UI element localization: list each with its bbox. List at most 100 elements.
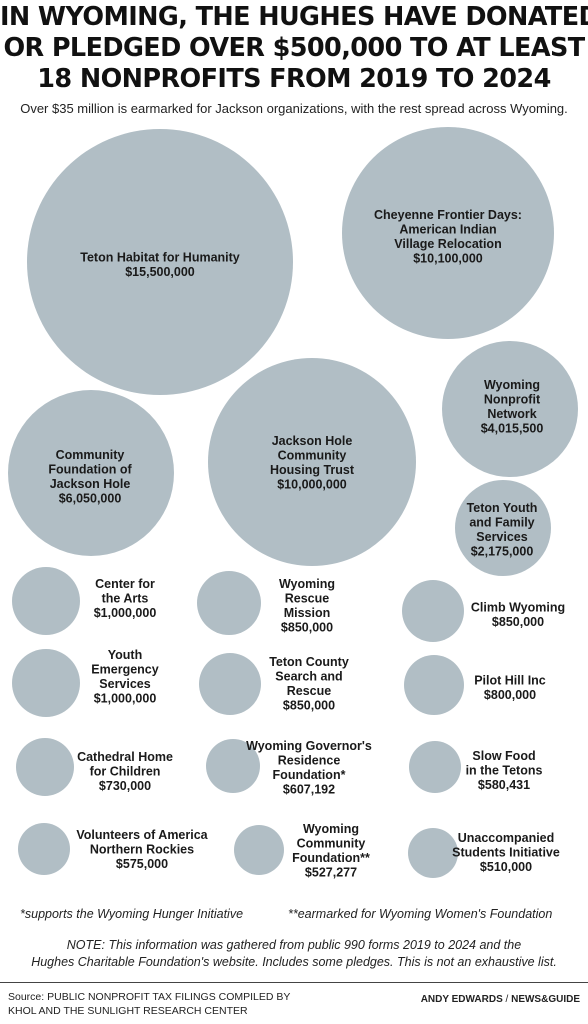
footnote-hunger: *supports the Wyoming Hunger Initiative <box>20 907 244 921</box>
bubble-name-label: Mission <box>284 606 331 620</box>
bubble-value-label: $10,100,000 <box>413 251 483 265</box>
title-line: OR PLEDGED OVER $500,000 TO AT LEAST <box>3 33 585 63</box>
bubble-value-label: $580,431 <box>478 778 530 792</box>
bubble-name-label: Foundation* <box>273 768 346 782</box>
bubble-value-label: $800,000 <box>484 688 536 702</box>
bubble-value-label: $850,000 <box>492 615 544 629</box>
bubble-name-label: Rescue <box>285 591 330 605</box>
bubble-name-label: Nonprofit <box>484 392 541 406</box>
bubble-name-label: in the Tetons <box>466 764 543 778</box>
bubble-value-label: $575,000 <box>116 857 168 871</box>
bubble-value-label: $4,015,500 <box>481 421 544 435</box>
bubble-name-label: Unaccompanied <box>458 831 555 845</box>
bubble-value-label: $15,500,000 <box>125 265 195 279</box>
bubble-value-label: $527,277 <box>305 865 357 879</box>
bubble-group: Teton Habitat for Humanity$15,500,000 <box>27 129 293 395</box>
note-line: NOTE: This information was gathered from… <box>66 938 522 952</box>
bubble <box>442 341 578 477</box>
bubble <box>197 571 261 635</box>
bubble-name-label: the Arts <box>102 592 149 606</box>
bubble-name-label: Teton Habitat for Humanity <box>80 250 240 264</box>
source-credit: Source: PUBLIC NONPROFIT TAX FILINGS COM… <box>8 990 290 1018</box>
bubble-group: Pilot Hill Inc$800,000 <box>404 655 546 715</box>
bubble-name-label: Wyoming <box>484 378 540 392</box>
bubble-name-label: Youth <box>108 648 142 662</box>
bubble-name-label: Network <box>487 407 536 421</box>
bubble <box>8 390 174 556</box>
bubble <box>208 358 416 566</box>
bubble-group: Cheyenne Frontier Days:American IndianVi… <box>342 127 554 339</box>
bubble-value-label: $1,000,000 <box>94 606 157 620</box>
bubble-name-label: American Indian <box>399 222 496 236</box>
footer-divider <box>0 982 588 983</box>
bubble-name-label: Students Initiative <box>452 846 560 860</box>
bubble <box>27 129 293 395</box>
bubble-value-label: $1,000,000 <box>94 691 157 705</box>
bubble-name-label: Foundation** <box>292 851 370 865</box>
bubble <box>234 825 284 875</box>
bubble <box>409 741 461 793</box>
bubble <box>16 738 74 796</box>
bubble-name-label: Wyoming Governor's <box>246 739 372 753</box>
bubble <box>12 649 80 717</box>
bubble-value-label: $2,175,000 <box>471 544 534 558</box>
bubble-name-label: Pilot Hill Inc <box>474 673 546 687</box>
bubble-name-label: Center for <box>95 577 155 591</box>
chart-title: IN WYOMING, THE HUGHES HAVE DONATED OR P… <box>0 2 588 95</box>
byline-separator: / <box>502 994 512 1005</box>
bubble <box>18 823 70 875</box>
source-line: Source: PUBLIC NONPROFIT TAX FILINGS COM… <box>8 991 291 1003</box>
bubble-name-label: Rescue <box>287 684 332 698</box>
bubble-value-label: $10,000,000 <box>277 477 347 491</box>
bubble <box>199 653 261 715</box>
bubble-group: Climb Wyoming$850,000 <box>402 580 565 642</box>
bubble-value-label: $607,192 <box>283 782 335 796</box>
byline-author: ANDY EDWARDS <box>420 994 503 1005</box>
bubble-group: Wyoming Governor'sResidenceFoundation*$6… <box>206 739 372 796</box>
bubble-name-label: Emergency <box>91 662 158 676</box>
byline-outlet: NEWS&GUIDE <box>511 994 580 1005</box>
bubble-name-label: Teton County <box>269 655 349 669</box>
bubble-name-label: Services <box>99 677 150 691</box>
bubble <box>206 739 260 793</box>
bubble-name-label: Climb Wyoming <box>471 600 565 614</box>
bubble-value-label: $730,000 <box>99 779 151 793</box>
bubble-name-label: Foundation of <box>48 462 132 476</box>
bubble-name-label: Slow Food <box>472 749 535 763</box>
bubble-value-label: $6,050,000 <box>59 491 122 505</box>
bubble <box>408 828 458 878</box>
bubble-name-label: Search and <box>275 669 342 683</box>
chart-subtitle: Over $35 million is earmarked for Jackso… <box>20 101 568 116</box>
bubble <box>455 480 551 576</box>
byline: ANDY EDWARDS / NEWS&GUIDE <box>421 994 580 1005</box>
bubble-name-label: Jackson Hole <box>50 477 131 491</box>
note-line: Hughes Charitable Foundation's website. … <box>31 955 557 969</box>
bubble-name-label: Housing Trust <box>270 463 355 477</box>
bubble-value-label: $510,000 <box>480 860 532 874</box>
bubble-name-label: Jackson Hole <box>272 434 353 448</box>
bubble-name-label: Community <box>56 448 125 462</box>
bubble-value-label: $850,000 <box>283 698 335 712</box>
bubble-name-label: Wyoming <box>279 577 335 591</box>
bubble-name-label: Teton Youth <box>467 501 538 515</box>
bubble-name-label: Volunteers of America <box>76 828 208 842</box>
bubble <box>12 567 80 635</box>
note: NOTE: This information was gathered from… <box>0 937 588 971</box>
bubble-name-label: for Children <box>90 765 161 779</box>
bubble-name-label: Community <box>297 836 366 850</box>
bubble-name-label: Cheyenne Frontier Days: <box>374 208 522 222</box>
bubble-name-label: Wyoming <box>303 822 359 836</box>
